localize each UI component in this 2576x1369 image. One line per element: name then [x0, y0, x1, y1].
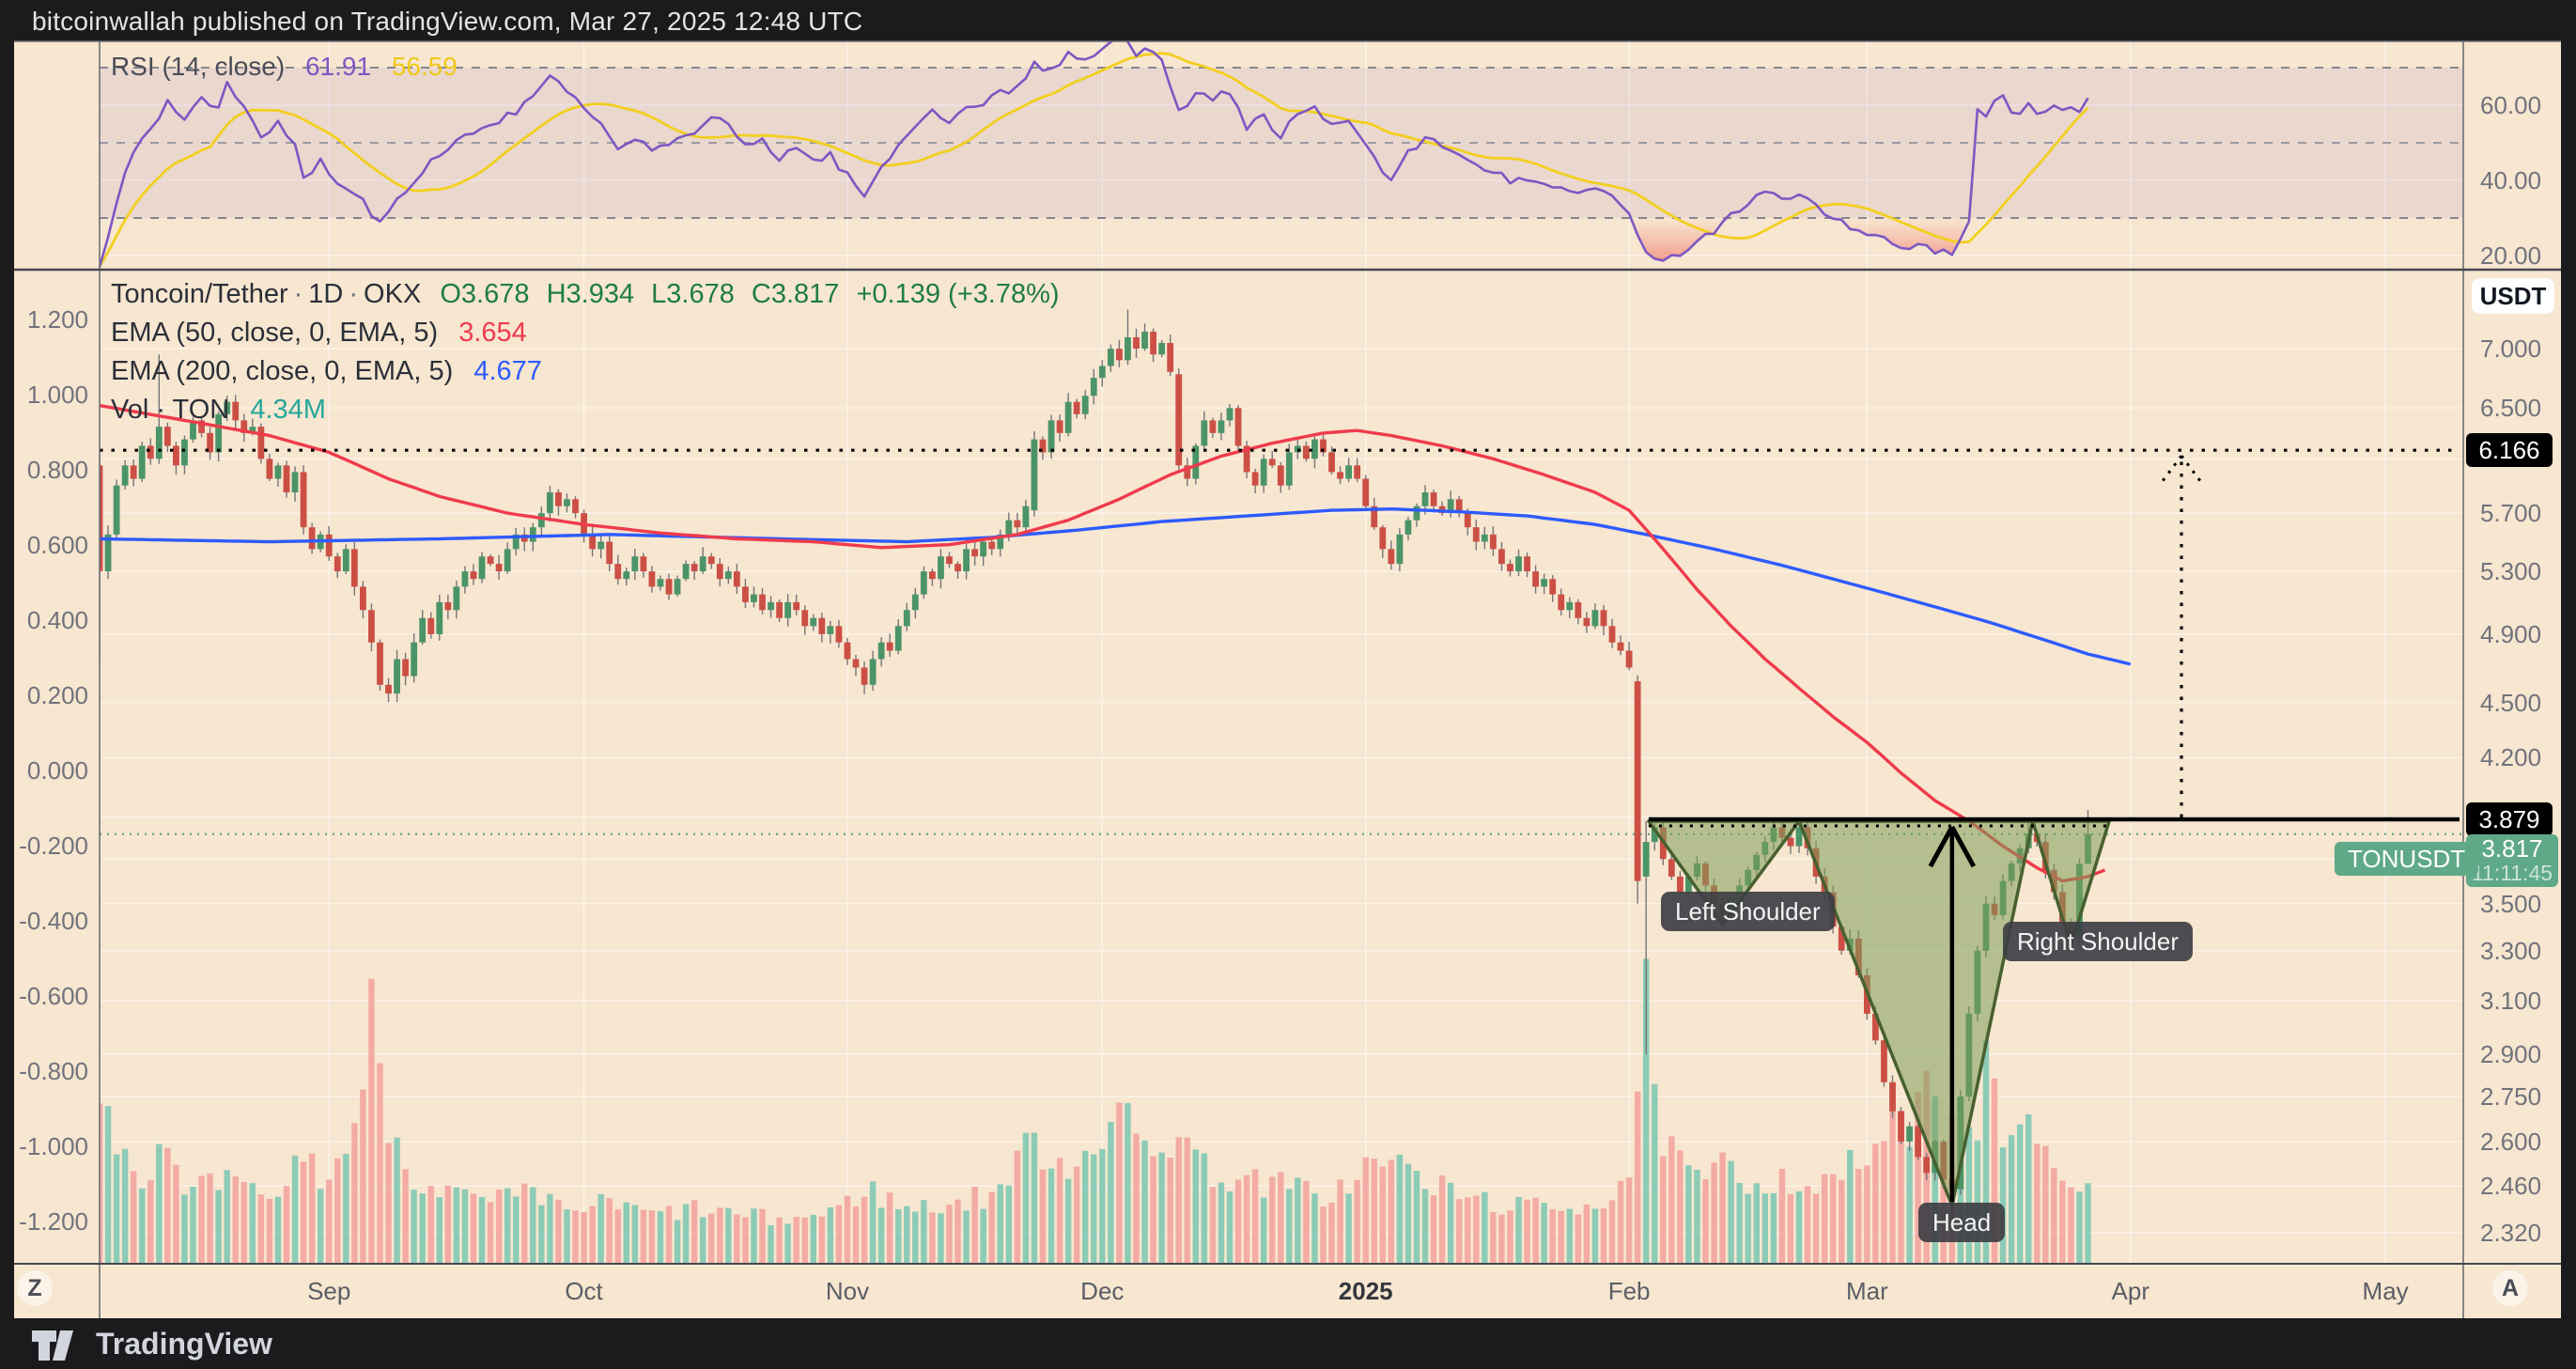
time-axis-label-Oct: Oct: [565, 1277, 603, 1305]
ohlc-high: H3.934: [546, 279, 635, 309]
volume-label: Vol · TON: [111, 395, 230, 425]
timeframe: 1D: [308, 279, 344, 309]
tradingview-logo-icon: [32, 1330, 73, 1361]
symbol-name: Toncoin/Tether: [111, 279, 288, 309]
volume-legend[interactable]: Vol · TON 4.34M: [111, 395, 326, 426]
left-axis-label: -0.600: [19, 982, 88, 1010]
left-axis-label: 1.200: [26, 305, 88, 334]
ema200-legend[interactable]: EMA (200, close, 0, EMA, 5) 4.677: [111, 356, 542, 387]
rsi-legend-label: RSI (14, close): [111, 52, 286, 81]
rsi-ma-value: 56.59: [391, 52, 458, 81]
price-axis-label: 4.900: [2480, 619, 2542, 648]
price-axis-label: 4.500: [2480, 688, 2542, 717]
time-axis-label-2025: 2025: [1338, 1277, 1393, 1305]
rsi-axis-label: 40.00: [2480, 166, 2542, 194]
timezone-button[interactable]: Z: [17, 1270, 53, 1306]
left-axis-label: -1.200: [19, 1207, 88, 1236]
last-price-tag: 3.817 11:11:45: [2466, 834, 2558, 887]
rsi-legend[interactable]: RSI (14, close) 61.91 56.59: [111, 52, 458, 82]
last-price-value: 3.817: [2481, 834, 2543, 863]
time-axis-label-Mar: Mar: [1845, 1277, 1888, 1305]
head-label[interactable]: Head: [1918, 1203, 2006, 1242]
rsi-axis-label: 20.00: [2480, 241, 2542, 270]
ohlc-change: +0.139 (+3.78%): [856, 279, 1060, 309]
left-axis-label: -1.000: [19, 1132, 88, 1160]
left-shoulder-label[interactable]: Left Shoulder: [1661, 892, 1835, 931]
ema200-label: EMA (200, close, 0, EMA, 5): [111, 356, 454, 386]
left-axis-label: 0.800: [26, 456, 88, 484]
price-axis-label: 2.320: [2480, 1218, 2542, 1247]
ema50-label: EMA (50, close, 0, EMA, 5): [111, 318, 439, 348]
time-axis-label-Apr: Apr: [2111, 1277, 2149, 1305]
ohlc-low: L3.678: [651, 279, 735, 309]
price-axis-label: 7.000: [2480, 334, 2542, 364]
ohlc-close: C3.817: [751, 279, 840, 309]
symbol-price-label: TONUSDT: [2335, 842, 2479, 876]
price-axis-label: 3.300: [2480, 936, 2542, 965]
left-axis-label: 0.400: [26, 606, 88, 634]
price-scale-unit-button[interactable]: USDT: [2472, 278, 2554, 314]
rsi-value: 61.91: [304, 52, 372, 81]
auto-scale-button[interactable]: A: [2492, 1270, 2528, 1306]
price-axis-label: 5.700: [2480, 499, 2542, 528]
bar-countdown: 11:11:45: [2471, 861, 2553, 885]
time-axis-label-Sep: Sep: [307, 1277, 351, 1305]
time-axis-label-Dec: Dec: [1080, 1277, 1125, 1305]
left-axis-label: -0.200: [19, 832, 88, 860]
publish-header: bitcoinwallah published on TradingView.c…: [32, 7, 863, 36]
target-price-tag: 6.166: [2466, 433, 2553, 467]
symbol-legend[interactable]: Toncoin/Tether · 1D · OKX O3.678 H3.934 L3.6…: [111, 279, 1060, 309]
left-axis-label: -0.800: [19, 1057, 88, 1085]
ema50-legend[interactable]: EMA (50, close, 0, EMA, 5) 3.654: [111, 318, 527, 349]
ohlc-open: O3.678: [440, 279, 530, 309]
volume-value: 4.34M: [250, 395, 326, 425]
exchange: OKX: [364, 279, 422, 309]
chart-canvas-background: [14, 41, 2561, 1318]
price-axis-label: 5.300: [2480, 557, 2542, 586]
price-axis-label: 2.900: [2480, 1039, 2542, 1068]
price-axis-label: 6.500: [2480, 394, 2542, 423]
time-axis-label-May: May: [2362, 1277, 2409, 1305]
price-axis-label: 2.600: [2480, 1127, 2542, 1156]
price-axis-label: 2.750: [2480, 1082, 2542, 1112]
price-axis-label: 2.460: [2480, 1172, 2542, 1201]
left-axis-label: 0.600: [26, 531, 88, 559]
ema50-value: 3.654: [458, 318, 527, 348]
price-axis-label: 4.200: [2480, 743, 2542, 772]
price-axis-label: 3.500: [2480, 889, 2542, 918]
rsi-axis-label: 60.00: [2480, 91, 2542, 119]
tradingview-wordmark[interactable]: TradingView: [96, 1327, 272, 1361]
left-axis-label: 0.200: [26, 681, 88, 709]
neckline-price-tag: 3.879: [2466, 802, 2553, 836]
left-axis-label: 1.000: [26, 381, 88, 409]
time-axis-label-Feb: Feb: [1607, 1277, 1651, 1305]
ema200-value: 4.677: [473, 356, 542, 386]
left-axis-label: -0.400: [19, 907, 88, 935]
left-axis-label: 0.000: [26, 756, 88, 785]
right-shoulder-label[interactable]: Right Shoulder: [2003, 922, 2193, 961]
price-axis-label: 3.100: [2480, 987, 2542, 1016]
time-axis-label-Nov: Nov: [825, 1277, 870, 1305]
